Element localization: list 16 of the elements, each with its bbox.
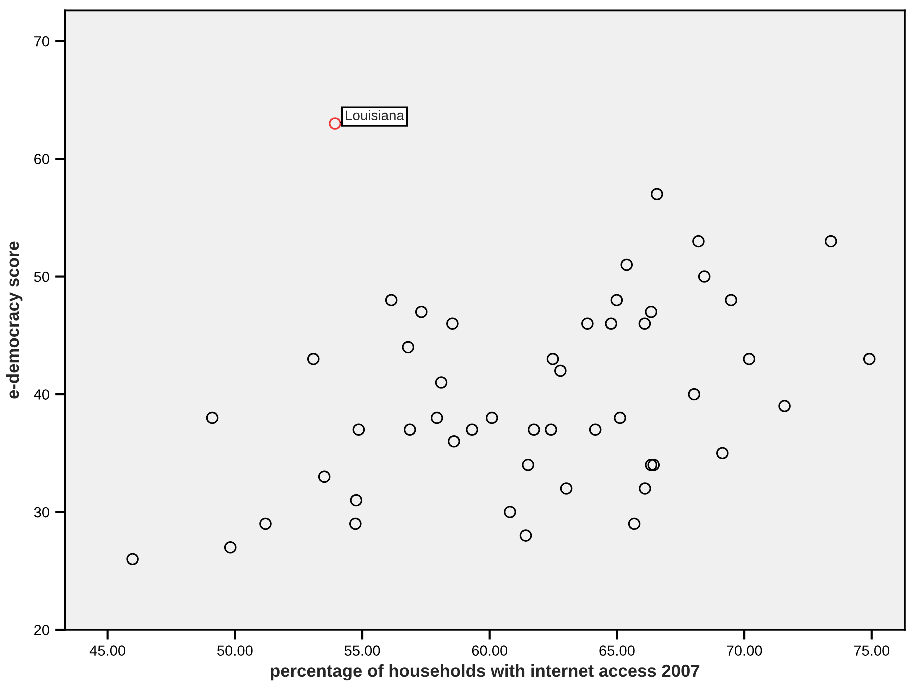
x-tick-label: 60.00	[472, 646, 508, 656]
annotation: Louisiana	[346, 110, 404, 121]
y-tick-label: 70	[34, 36, 50, 47]
x-axis-title: percentage of households with internet access 2007	[271, 664, 700, 681]
x-tick-label: 65.00	[600, 646, 635, 656]
y-tick-label: 20	[34, 625, 50, 636]
x-tick-label: 70.00	[727, 646, 762, 656]
x-tick-label: 45.00	[90, 646, 126, 656]
y-tick-label: 40	[34, 390, 50, 400]
y-axis-title: e-democracy score	[6, 242, 23, 399]
x-tick-label: 50.00	[218, 646, 253, 656]
y-tick-label: 60	[34, 154, 50, 164]
x-tick-label: 55.00	[344, 646, 380, 656]
y-tick-label: 30	[34, 507, 50, 518]
x-tick-label: 75.00	[854, 646, 890, 656]
y-tick-label: 50	[34, 272, 50, 282]
